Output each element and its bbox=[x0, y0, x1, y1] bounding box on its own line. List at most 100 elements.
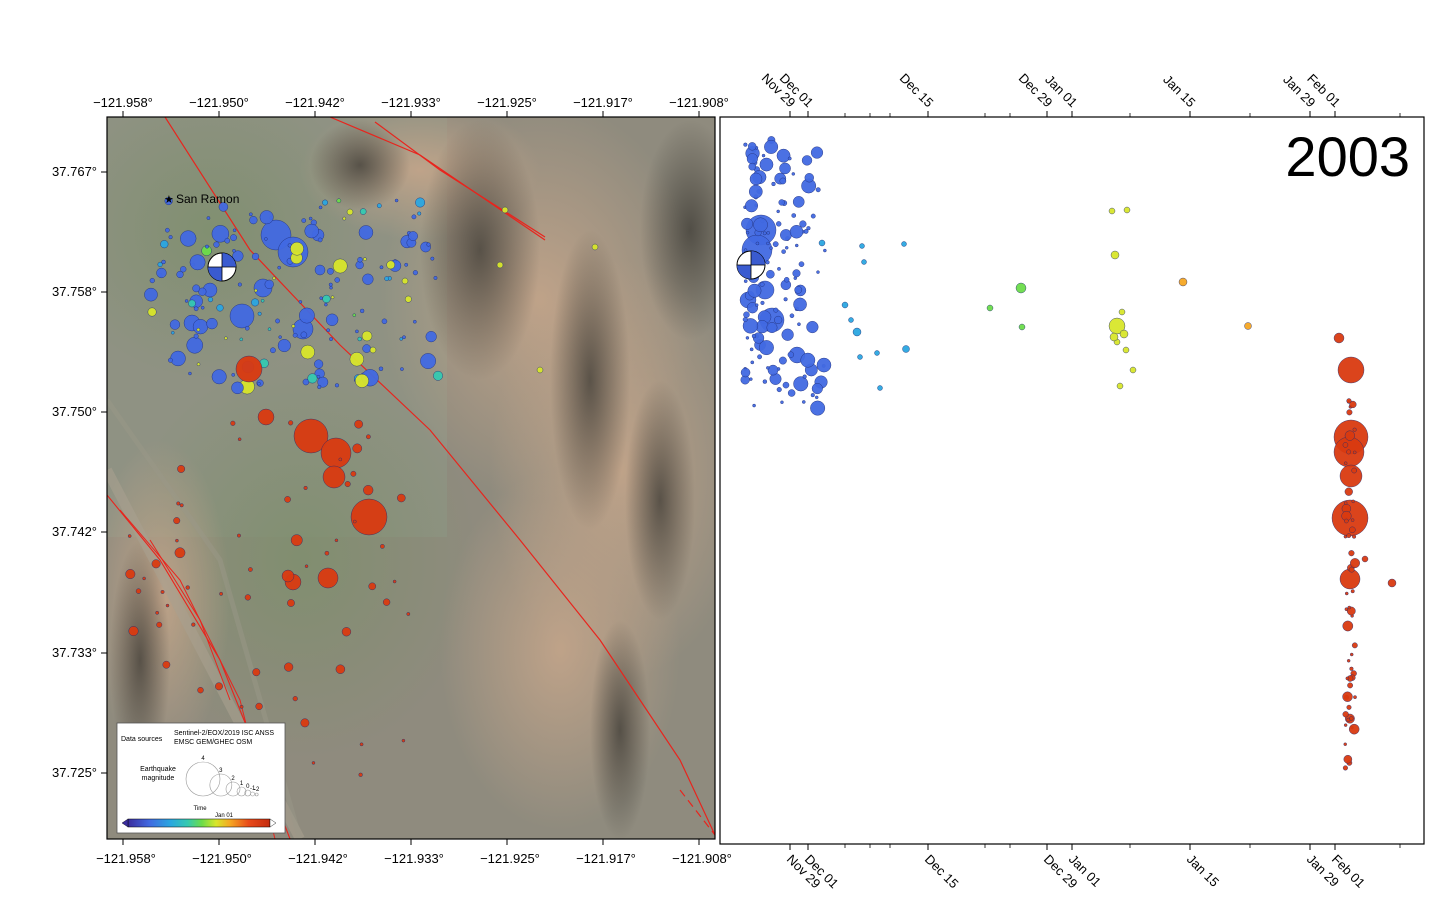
time-earthquake-marker bbox=[816, 357, 832, 373]
earthquake-marker bbox=[342, 216, 347, 221]
time-earthquake-marker bbox=[783, 297, 788, 302]
earthquake-marker bbox=[322, 199, 328, 206]
earthquake-marker bbox=[381, 318, 388, 325]
time-earthquake-marker bbox=[782, 381, 790, 389]
lon-tick-label-bottom: −121.950° bbox=[192, 851, 252, 866]
time-earthquake-marker bbox=[1352, 534, 1357, 539]
time-earthquake-marker bbox=[794, 286, 803, 294]
lat-tick-label: 37.742° bbox=[52, 524, 97, 539]
legend-magnitude-value: -2 bbox=[254, 787, 260, 793]
earthquake-marker bbox=[338, 457, 343, 462]
time-earthquake-marker bbox=[802, 374, 807, 379]
lon-tick-label-top: −121.950° bbox=[189, 95, 249, 110]
earthquake-marker bbox=[251, 252, 260, 261]
earthquake-marker bbox=[354, 373, 369, 388]
time-earthquake-marker bbox=[780, 400, 784, 404]
time-earthquake-marker bbox=[1347, 682, 1353, 689]
time-earthquake-marker bbox=[787, 156, 792, 161]
time-earthquake-marker bbox=[743, 142, 748, 147]
earthquake-marker bbox=[324, 550, 330, 556]
earthquake-marker bbox=[420, 353, 436, 369]
earthquake-marker bbox=[368, 582, 377, 591]
time-earthquake-marker bbox=[806, 226, 811, 231]
time-earthquake-marker bbox=[781, 328, 794, 341]
earthquake-marker bbox=[411, 214, 417, 220]
time-earthquake-marker bbox=[757, 354, 762, 360]
time-earthquake-marker bbox=[1344, 591, 1349, 596]
earthquake-marker bbox=[349, 352, 364, 367]
earthquake-marker bbox=[350, 498, 388, 536]
time-earthquake-marker bbox=[792, 269, 801, 278]
earthquake-marker bbox=[198, 287, 207, 296]
time-earthquake-marker bbox=[761, 153, 766, 158]
time-earthquake-marker bbox=[1178, 277, 1188, 287]
earthquake-marker bbox=[335, 664, 346, 674]
earthquake-marker bbox=[322, 465, 346, 489]
place-marker: ★ San Ramon bbox=[164, 192, 239, 206]
earthquake-marker bbox=[176, 501, 181, 506]
earthquake-marker bbox=[224, 238, 231, 244]
time-earthquake-marker bbox=[1122, 346, 1130, 354]
earthquake-marker bbox=[392, 579, 397, 584]
legend-time-label: Time bbox=[193, 806, 207, 812]
time-earthquake-marker bbox=[1346, 533, 1351, 538]
time-earthquake-marker bbox=[1348, 550, 1355, 557]
legend-magnitude-value: 2 bbox=[231, 776, 235, 782]
earthquake-marker bbox=[322, 294, 331, 304]
earthquake-marker bbox=[230, 420, 236, 426]
earthquake-marker bbox=[400, 367, 404, 371]
earthquake-marker bbox=[264, 237, 268, 241]
time-earthquake-marker bbox=[1119, 329, 1129, 339]
earthquake-marker bbox=[144, 287, 158, 302]
earthquake-marker bbox=[325, 313, 339, 326]
earthquake-marker bbox=[207, 296, 214, 303]
earthquake-marker bbox=[249, 216, 258, 225]
time-earthquake-marker bbox=[1349, 716, 1354, 721]
earthquake-marker bbox=[232, 248, 236, 253]
earthquake-marker bbox=[413, 319, 417, 324]
time-earthquake-marker bbox=[848, 317, 854, 323]
time-earthquake-marker bbox=[1333, 332, 1345, 344]
time-earthquake-marker bbox=[815, 187, 821, 193]
earthquake-marker bbox=[359, 742, 364, 747]
time-earthquake-marker bbox=[745, 199, 758, 213]
earthquake-marker bbox=[341, 627, 352, 637]
earthquake-marker bbox=[317, 237, 323, 243]
earthquake-marker bbox=[231, 381, 244, 395]
legend-data-sources-line-1: Sentinel-2/EOX/2019 ISC ANSS bbox=[174, 730, 274, 737]
time-earthquake-marker bbox=[797, 322, 801, 326]
time-earthquake-marker bbox=[1349, 652, 1354, 657]
earthquake-marker bbox=[359, 208, 367, 215]
time-earthquake-marker bbox=[753, 217, 768, 233]
time-earthquake-marker bbox=[776, 148, 791, 163]
time-earthquake-marker bbox=[857, 354, 863, 360]
time-earthquake-marker bbox=[776, 387, 782, 393]
time-earthquake-marker bbox=[778, 199, 785, 206]
time-earthquake-marker bbox=[1348, 723, 1360, 735]
map-legend: Data sources Sentinel-2/EOX/2019 ISC ANS… bbox=[116, 722, 286, 834]
time-earthquake-marker bbox=[746, 153, 758, 165]
time-earthquake-marker bbox=[1342, 765, 1348, 771]
time-earthquake-marker bbox=[1350, 558, 1360, 569]
map-panel: ★ San Ramon Data sources Sentinel-2/EOX/… bbox=[52, 95, 732, 866]
earthquake-marker bbox=[169, 319, 181, 330]
earthquake-marker bbox=[288, 420, 294, 426]
earthquake-marker bbox=[255, 702, 263, 710]
earthquake-marker bbox=[290, 241, 304, 256]
lon-tick-label-top: −121.933° bbox=[381, 95, 441, 110]
time-earthquake-marker bbox=[810, 393, 815, 398]
earthquake-marker bbox=[308, 216, 313, 221]
time-earthquake-marker bbox=[1343, 723, 1348, 727]
time-earthquake-marker bbox=[740, 367, 751, 378]
time-earthquake-marker bbox=[1108, 317, 1126, 335]
time-tick-label-top: Dec 15 bbox=[897, 70, 937, 110]
earthquake-marker bbox=[376, 203, 382, 209]
time-earthquake-marker bbox=[767, 364, 779, 376]
time-earthquake-marker bbox=[1343, 742, 1347, 746]
time-earthquake-marker bbox=[791, 172, 796, 176]
earthquake-marker bbox=[300, 344, 315, 360]
time-earthquake-marker bbox=[1387, 578, 1397, 588]
time-earthquake-marker bbox=[791, 213, 796, 218]
earthquake-marker bbox=[328, 282, 333, 287]
time-earthquake-marker bbox=[764, 139, 779, 154]
